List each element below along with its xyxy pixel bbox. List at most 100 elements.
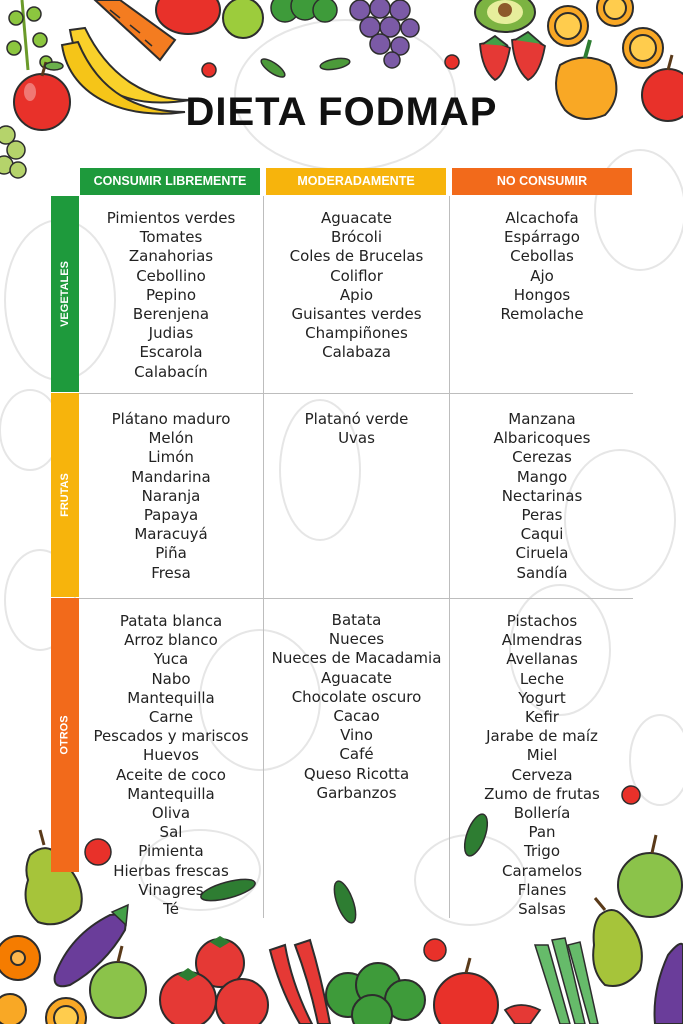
food-item: Mango [516,467,568,486]
food-item: Kefir [525,708,559,727]
cell-vegetales-consumir: Pimientos verdes Tomates Zanahorias Cebolli… [79,209,263,382]
food-item: Arroz blanco [124,631,218,650]
cell-otros-consumir: Patata blanca Arroz blanco Yuca Nabo Mantequ… [79,612,263,919]
column-header-no-consumir: NO CONSUMIR [452,168,632,195]
food-item: Melón [148,429,194,448]
food-item: Manzana [508,410,576,428]
food-item: Garbanzos [316,783,397,802]
food-item: Pistachos [506,612,578,630]
cell-vegetales-moderadamente: Aguacate Brócoli Coles de Brucelas Coliflor… [264,209,449,363]
food-item: Patata blanca [119,612,223,630]
food-item: Calabaza [322,343,391,362]
food-item: Alcachofa [505,209,579,227]
row-header-frutas: FRUTAS [51,393,79,597]
food-item: Chocolate oscuro [291,687,422,706]
food-item: Vino [340,726,373,745]
food-item: Nueces [328,630,385,649]
food-item: Ciruela [515,544,569,563]
food-item: Ajo [530,266,554,285]
food-item: Trigo [524,842,560,861]
food-item: Miel [526,746,558,765]
food-item: Avellanas [506,650,578,669]
food-item: Queso Ricotta [303,764,410,783]
food-item: Almendras [501,631,583,650]
row-header-otros: OTROS [51,598,79,872]
food-item: Pimientos verdes [106,209,236,227]
food-item: Mandarina [131,467,211,486]
food-item: Judias [148,324,194,343]
food-item: Maracuyá [134,525,208,544]
food-item: Plátano maduro [111,410,231,428]
food-item: Batata [331,611,382,629]
food-item: Carne [148,708,194,727]
cell-frutas-moderadamente: Platanó verde Uvas [264,410,449,448]
food-item: Espárrago [504,228,580,247]
grid-line [79,598,633,599]
cell-frutas-no-consumir: Manzana Albaricoques Cerezas Mango Nectarina… [450,410,634,583]
food-item: Caqui [520,525,564,544]
food-item: Caramelos [501,861,583,880]
food-item: Pescados y mariscos [93,727,249,746]
food-item: Cerveza [511,765,573,784]
food-item: Piña [155,544,187,563]
food-item: Peras [521,506,563,525]
food-item: Papaya [143,506,199,525]
grid-line [263,196,264,918]
food-item: Cebollas [510,247,574,266]
food-item: Aceite de coco [116,765,226,784]
food-item: Nabo [151,669,191,688]
food-item: Guisantes verdes [291,305,422,324]
food-item: Cebollino [136,266,206,285]
food-item: Berenjena [132,305,210,324]
cell-otros-moderadamente: Batata Nueces Nueces de Macadamia Aguacate C… [264,611,449,803]
food-item: Coliflor [330,266,383,285]
food-item: Naranja [141,486,201,505]
food-item: Yogurt [518,688,566,707]
food-item: Huevos [143,746,199,765]
food-item: Fresa [151,563,191,582]
food-item: Nueces de Macadamia [271,649,442,668]
food-item: Jarabe de maíz [486,727,598,746]
food-item: Hongos [513,285,571,304]
food-item: Escarola [139,343,203,362]
food-item: Mantequilla [127,784,215,803]
food-item: Café [339,745,374,764]
column-header-consumir: CONSUMIR LIBREMENTE [80,168,260,195]
food-item: Platanó verde [304,410,409,428]
food-item: Tomates [139,228,203,247]
food-item: Aguacate [320,668,393,687]
food-item: Cerezas [512,448,572,467]
food-item: Yuca [153,650,189,669]
food-item: Zumo de frutas [484,784,600,803]
food-item: Limón [148,448,194,467]
food-item: Calabacín [134,362,208,381]
column-header-moderadamente: MODERADAMENTE [266,168,446,195]
food-item: Flanes [517,880,567,899]
food-item: Champiñones [305,324,408,343]
food-item: Aguacate [320,209,393,227]
cell-frutas-consumir: Plátano maduro Melón Limón Mandarina Naranja… [79,410,263,583]
food-item: Bollería [513,804,571,823]
food-item: Salsas [518,900,566,919]
cell-vegetales-no-consumir: Alcachofa Espárrago Cebollas Ajo Hongos Remol… [450,209,634,324]
row-header-vegetales: VEGETALES [51,196,79,392]
food-item: Sandía [516,563,568,582]
food-item: Uvas [338,429,375,448]
food-item: Pan [528,823,556,842]
food-item: Albaricoques [493,429,591,448]
grid-line [449,196,450,918]
food-item: Pepino [145,285,197,304]
food-item: Apio [339,285,374,304]
food-item: Leche [519,669,565,688]
food-item: Oliva [151,804,191,823]
page-title: DIETA FODMAP [185,90,498,134]
food-item: Sal [159,823,183,842]
food-item: Coles de Brucelas [289,247,424,266]
food-item: Pimienta [138,842,204,861]
food-item: Zanahorias [128,247,214,266]
food-item: Remolache [500,305,584,324]
food-item: Cacao [333,707,380,726]
grid-line [79,393,633,394]
cell-otros-no-consumir: Pistachos Almendras Avellanas Leche Yogurt Ke… [450,612,634,919]
food-item: Mantequilla [127,688,215,707]
